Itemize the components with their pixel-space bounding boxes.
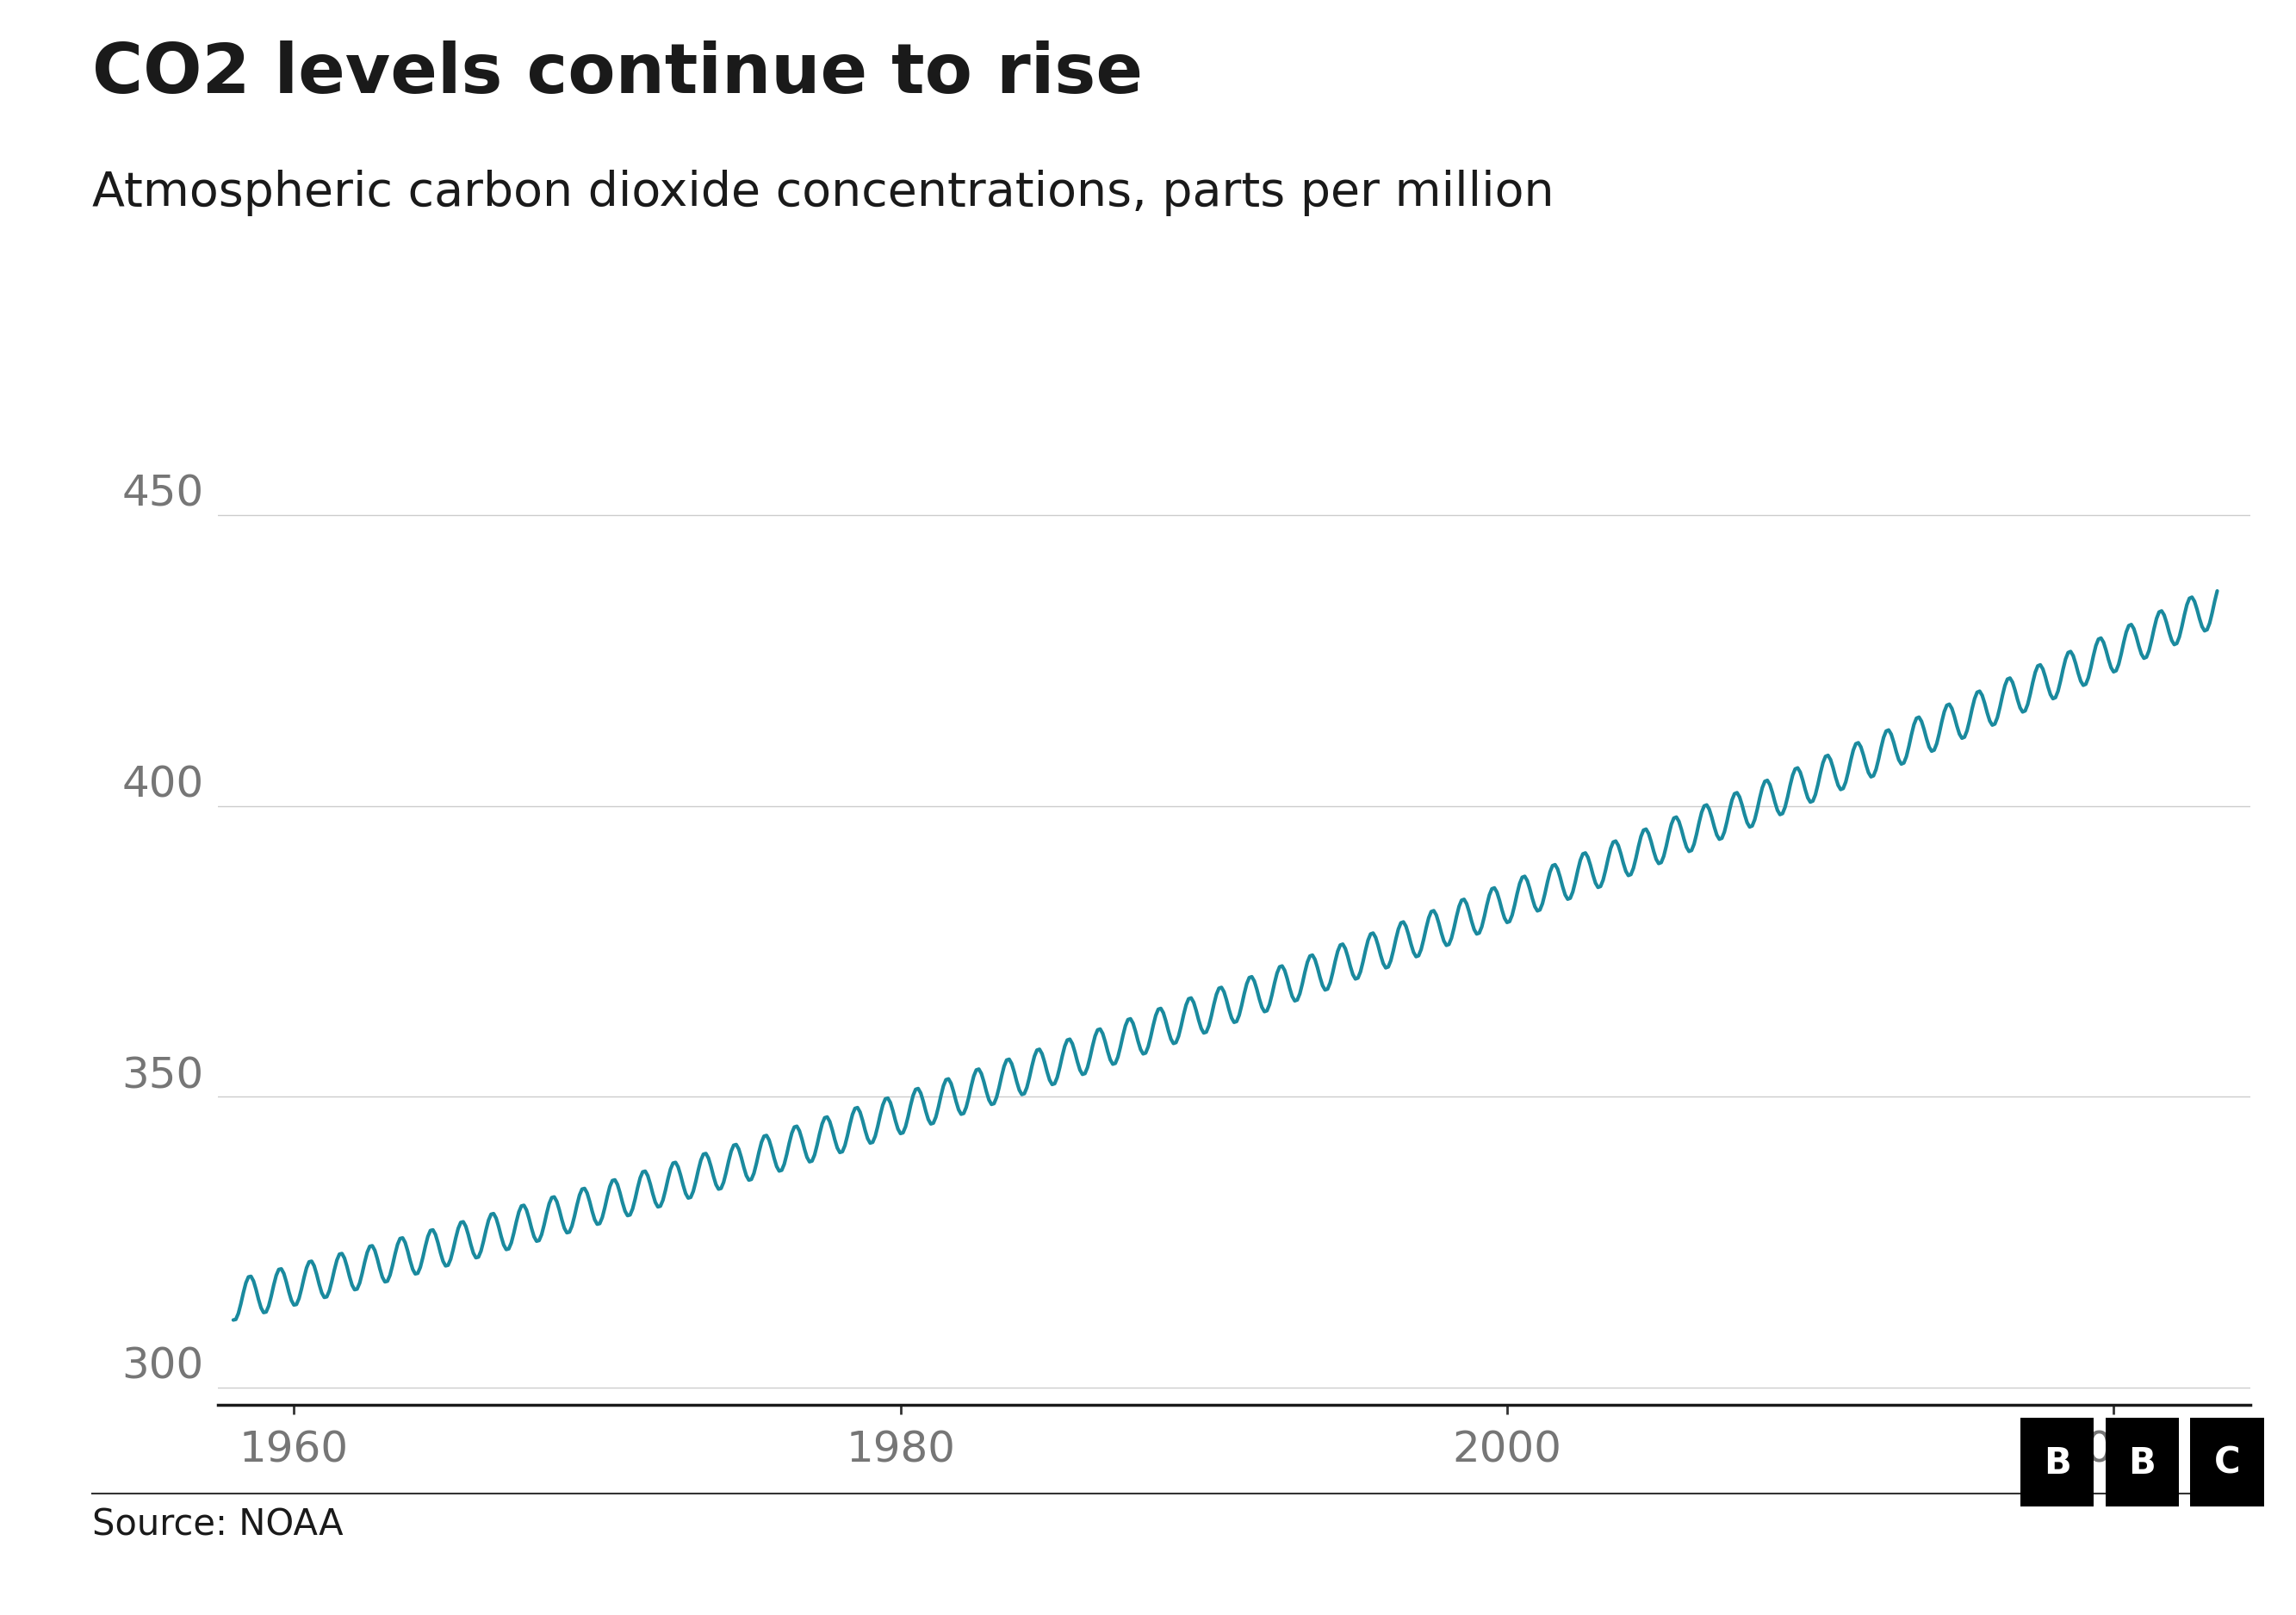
Text: Atmospheric carbon dioxide concentrations, parts per million: Atmospheric carbon dioxide concentration… (92, 170, 1554, 216)
Text: B: B (2043, 1445, 2071, 1481)
Text: C: C (2213, 1445, 2241, 1481)
Text: Source: NOAA: Source: NOAA (92, 1507, 342, 1542)
Text: B: B (2128, 1445, 2156, 1481)
Text: CO2 levels continue to rise: CO2 levels continue to rise (92, 40, 1143, 108)
